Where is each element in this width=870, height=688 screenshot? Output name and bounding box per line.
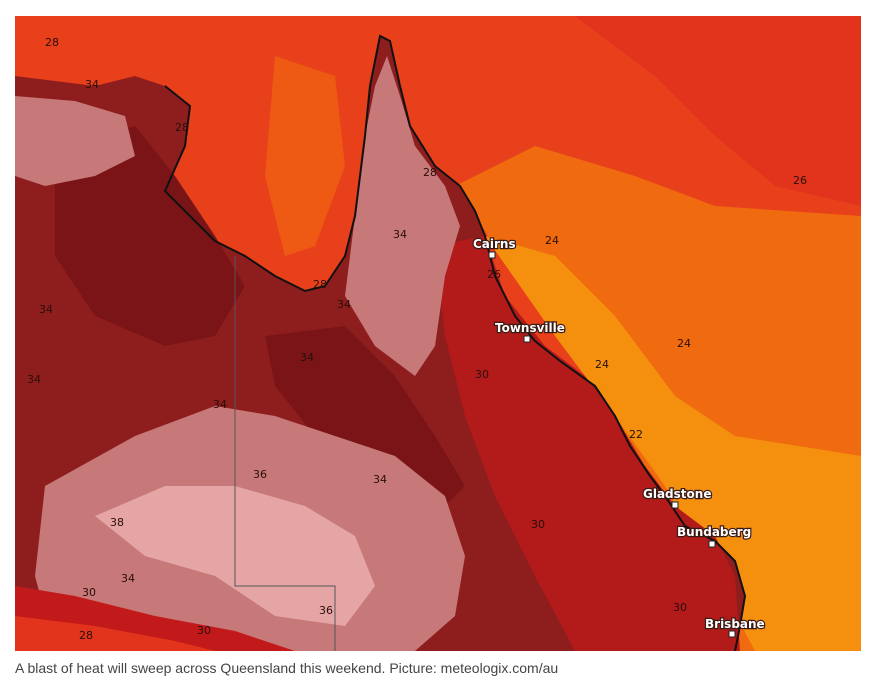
contour-label: 28 — [423, 166, 437, 179]
contour-label: 34 — [393, 228, 407, 241]
contour-label: 38 — [110, 516, 124, 529]
weather-map: 28 34 28 28 34 34 28 24 26 34 34 34 30 2… — [15, 16, 861, 651]
contour-label: 34 — [213, 398, 227, 411]
ocean-orange-region — [485, 236, 861, 651]
city-marker-townsville — [523, 335, 531, 343]
land-south-band — [15, 616, 215, 651]
contour-label: 34 — [337, 298, 351, 311]
coastline — [163, 34, 747, 651]
land-pink-region — [15, 96, 135, 186]
contour-label: 24 — [595, 358, 609, 371]
contour-label: 30 — [531, 518, 545, 531]
city-label-townsville[interactable]: Townsville — [494, 320, 566, 336]
contour-label: 34 — [300, 351, 314, 364]
contour-label: 24 — [545, 234, 559, 247]
city-label-gladstone[interactable]: Gladstone — [642, 486, 713, 502]
contour-label: 28 — [175, 121, 189, 134]
city-label-bundaberg[interactable]: Bundaberg — [676, 524, 753, 540]
state-border — [234, 256, 336, 651]
city-marker-cairns — [488, 251, 496, 259]
contour-label: 34 — [39, 303, 53, 316]
contour-label: 34 — [373, 473, 387, 486]
contour-label: 30 — [82, 586, 96, 599]
city-marker-bundaberg — [708, 540, 716, 548]
contour-label: 28 — [79, 629, 93, 642]
ocean-deep-region — [575, 16, 861, 206]
contour-label: 26 — [793, 174, 807, 187]
contour-label: 36 — [253, 468, 267, 481]
city-label-brisbane[interactable]: Brisbane — [704, 616, 766, 632]
contour-label: 28 — [313, 278, 327, 291]
contour-label: 24 — [677, 337, 691, 350]
contour-label: 28 — [45, 36, 59, 49]
contour-label: 34 — [27, 373, 41, 386]
city-marker-gladstone — [671, 501, 679, 509]
contour-label: 36 — [319, 604, 333, 617]
city-label-cairns[interactable]: Cairns — [472, 236, 517, 252]
land-dark-patch — [265, 326, 465, 516]
contour-label: 26 — [487, 268, 501, 281]
image-caption: A blast of heat will sweep across Queens… — [15, 660, 559, 676]
land-coast-red — [435, 236, 740, 651]
contour-label: 34 — [85, 78, 99, 91]
land-dark-patch — [55, 126, 245, 346]
contour-label: 30 — [475, 368, 489, 381]
contour-label: 22 — [629, 428, 643, 441]
city-marker-brisbane — [728, 630, 736, 638]
contour-label: 30 — [197, 624, 211, 637]
land-pink-region — [345, 56, 460, 376]
contour-label: 34 — [121, 572, 135, 585]
gulf-warm-region — [265, 56, 345, 256]
contour-label: 30 — [673, 601, 687, 614]
